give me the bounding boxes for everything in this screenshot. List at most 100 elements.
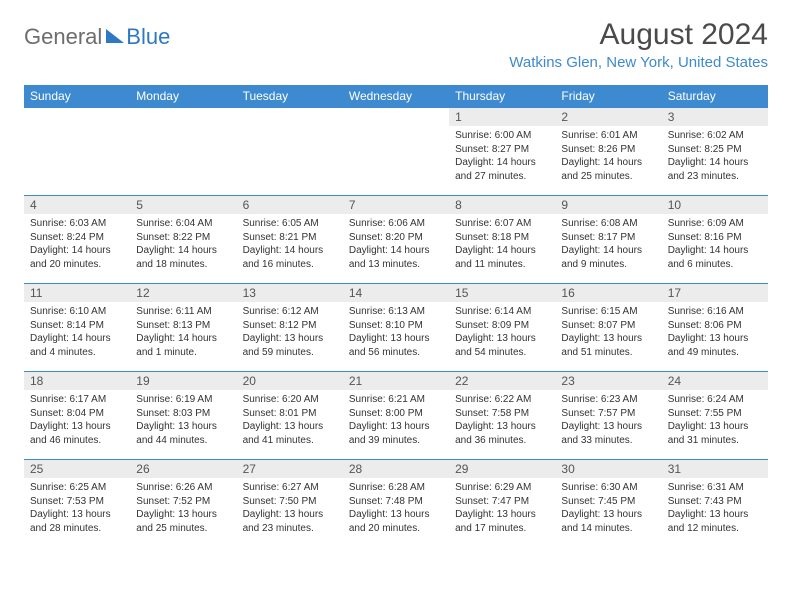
day-body: Sunrise: 6:24 AMSunset: 7:55 PMDaylight:… <box>662 390 768 451</box>
day-body: Sunrise: 6:04 AMSunset: 8:22 PMDaylight:… <box>130 214 236 275</box>
day-number: 10 <box>662 196 768 214</box>
day-header: Tuesday <box>237 85 343 108</box>
daylight-text: Daylight: 13 hours and 39 minutes. <box>349 420 443 447</box>
sunrise-text: Sunrise: 6:05 AM <box>243 217 337 231</box>
day-number: 20 <box>237 372 343 390</box>
day-header: Thursday <box>449 85 555 108</box>
day-cell: 20 Sunrise: 6:20 AMSunset: 8:01 PMDayligh… <box>237 372 343 460</box>
day-cell: 6Sunrise: 6:05 AMSunset: 8:21 PMDaylight… <box>237 196 343 284</box>
day-cell: 8Sunrise: 6:07 AMSunset: 8:18 PMDaylight… <box>449 196 555 284</box>
day-body: Sunrise: 6:26 AMSunset: 7:52 PMDaylight:… <box>130 478 236 539</box>
day-cell: 5Sunrise: 6:04 AMSunset: 8:22 PMDaylight… <box>130 196 236 284</box>
day-cell: 22Sunrise: 6:22 AMSunset: 7:58 PMDayligh… <box>449 372 555 460</box>
daylight-text: Daylight: 13 hours and 12 minutes. <box>668 508 762 535</box>
day-cell <box>24 108 130 196</box>
day-cell: 1Sunrise: 6:00 AMSunset: 8:27 PMDaylight… <box>449 108 555 196</box>
day-body: Sunrise: 6:07 AMSunset: 8:18 PMDaylight:… <box>449 214 555 275</box>
sunset-text: Sunset: 8:25 PM <box>668 143 762 157</box>
day-cell: 24Sunrise: 6:24 AMSunset: 7:55 PMDayligh… <box>662 372 768 460</box>
sunset-text: Sunset: 7:52 PM <box>136 495 230 509</box>
daylight-text: Daylight: 13 hours and 56 minutes. <box>349 332 443 359</box>
day-body: Sunrise: 6:03 AMSunset: 8:24 PMDaylight:… <box>24 214 130 275</box>
day-body: Sunrise: 6:05 AMSunset: 8:21 PMDaylight:… <box>237 214 343 275</box>
day-number: 30 <box>555 460 661 478</box>
day-cell: 18Sunrise: 6:17 AMSunset: 8:04 PMDayligh… <box>24 372 130 460</box>
daylight-text: Daylight: 13 hours and 17 minutes. <box>455 508 549 535</box>
day-number: 19 <box>130 372 236 390</box>
day-body: Sunrise: 6:28 AMSunset: 7:48 PMDaylight:… <box>343 478 449 539</box>
day-body: Sunrise: 6:12 AMSunset: 8:12 PMDaylight:… <box>237 302 343 363</box>
day-body: Sunrise: 6:21 AMSunset: 8:00 PMDaylight:… <box>343 390 449 451</box>
sunset-text: Sunset: 7:50 PM <box>243 495 337 509</box>
daylight-text: Daylight: 14 hours and 23 minutes. <box>668 156 762 183</box>
sunrise-text: Sunrise: 6:04 AM <box>136 217 230 231</box>
sunset-text: Sunset: 8:03 PM <box>136 407 230 421</box>
day-cell: 27Sunrise: 6:27 AMSunset: 7:50 PMDayligh… <box>237 460 343 548</box>
week-row: 1Sunrise: 6:00 AMSunset: 8:27 PMDaylight… <box>24 108 768 196</box>
day-cell: 17Sunrise: 6:16 AMSunset: 8:06 PMDayligh… <box>662 284 768 372</box>
day-cell: 16Sunrise: 6:15 AMSunset: 8:07 PMDayligh… <box>555 284 661 372</box>
day-number: 6 <box>237 196 343 214</box>
sunset-text: Sunset: 8:20 PM <box>349 231 443 245</box>
sunset-text: Sunset: 8:00 PM <box>349 407 443 421</box>
week-row: 11Sunrise: 6:10 AMSunset: 8:14 PMDayligh… <box>24 284 768 372</box>
day-cell: 12Sunrise: 6:11 AMSunset: 8:13 PMDayligh… <box>130 284 236 372</box>
day-header: Saturday <box>662 85 768 108</box>
day-body: Sunrise: 6:00 AMSunset: 8:27 PMDaylight:… <box>449 126 555 187</box>
daylight-text: Daylight: 13 hours and 41 minutes. <box>243 420 337 447</box>
calendar-table: SundayMondayTuesdayWednesdayThursdayFrid… <box>24 85 768 548</box>
sunset-text: Sunset: 7:55 PM <box>668 407 762 421</box>
daylight-text: Daylight: 13 hours and 54 minutes. <box>455 332 549 359</box>
day-cell <box>237 108 343 196</box>
day-body: Sunrise: 6:25 AMSunset: 7:53 PMDaylight:… <box>24 478 130 539</box>
day-number: 7 <box>343 196 449 214</box>
sunset-text: Sunset: 7:48 PM <box>349 495 443 509</box>
location-text: Watkins Glen, New York, United States <box>509 54 768 71</box>
day-number: 11 <box>24 284 130 302</box>
sunset-text: Sunset: 7:58 PM <box>455 407 549 421</box>
daylight-text: Daylight: 13 hours and 25 minutes. <box>136 508 230 535</box>
day-cell: 14Sunrise: 6:13 AMSunset: 8:10 PMDayligh… <box>343 284 449 372</box>
sunrise-text: Sunrise: 6:27 AM <box>243 481 337 495</box>
sunrise-text: Sunrise: 6:20 AM <box>243 393 337 407</box>
daylight-text: Daylight: 14 hours and 4 minutes. <box>30 332 124 359</box>
sunset-text: Sunset: 8:26 PM <box>561 143 655 157</box>
daylight-text: Daylight: 14 hours and 6 minutes. <box>668 244 762 271</box>
day-body: Sunrise: 6:16 AMSunset: 8:06 PMDaylight:… <box>662 302 768 363</box>
day-number: 2 <box>555 108 661 126</box>
sunset-text: Sunset: 8:01 PM <box>243 407 337 421</box>
day-number: 24 <box>662 372 768 390</box>
sunset-text: Sunset: 8:17 PM <box>561 231 655 245</box>
title-block: August 2024 Watkins Glen, New York, Unit… <box>509 18 768 71</box>
daylight-text: Daylight: 13 hours and 49 minutes. <box>668 332 762 359</box>
day-number: 14 <box>343 284 449 302</box>
daylight-text: Daylight: 14 hours and 25 minutes. <box>561 156 655 183</box>
day-number: 23 <box>555 372 661 390</box>
sunset-text: Sunset: 8:24 PM <box>30 231 124 245</box>
day-body: Sunrise: 6:15 AMSunset: 8:07 PMDaylight:… <box>555 302 661 363</box>
day-number: 3 <box>662 108 768 126</box>
sunset-text: Sunset: 8:04 PM <box>30 407 124 421</box>
day-cell: 25Sunrise: 6:25 AMSunset: 7:53 PMDayligh… <box>24 460 130 548</box>
sunrise-text: Sunrise: 6:28 AM <box>349 481 443 495</box>
daylight-text: Daylight: 13 hours and 23 minutes. <box>243 508 337 535</box>
sunset-text: Sunset: 8:22 PM <box>136 231 230 245</box>
daylight-text: Daylight: 13 hours and 36 minutes. <box>455 420 549 447</box>
day-body: Sunrise: 6:09 AMSunset: 8:16 PMDaylight:… <box>662 214 768 275</box>
sunset-text: Sunset: 8:10 PM <box>349 319 443 333</box>
day-cell: 11Sunrise: 6:10 AMSunset: 8:14 PMDayligh… <box>24 284 130 372</box>
day-header: Wednesday <box>343 85 449 108</box>
sunrise-text: Sunrise: 6:06 AM <box>349 217 443 231</box>
daylight-text: Daylight: 14 hours and 1 minute. <box>136 332 230 359</box>
week-row: 4Sunrise: 6:03 AMSunset: 8:24 PMDaylight… <box>24 196 768 284</box>
day-header: Sunday <box>24 85 130 108</box>
day-body: Sunrise: 6:31 AMSunset: 7:43 PMDaylight:… <box>662 478 768 539</box>
sunset-text: Sunset: 8:07 PM <box>561 319 655 333</box>
sunset-text: Sunset: 7:45 PM <box>561 495 655 509</box>
sunrise-text: Sunrise: 6:01 AM <box>561 129 655 143</box>
calendar-body: 1Sunrise: 6:00 AMSunset: 8:27 PMDaylight… <box>24 108 768 548</box>
sunrise-text: Sunrise: 6:21 AM <box>349 393 443 407</box>
day-number: 1 <box>449 108 555 126</box>
daylight-text: Daylight: 14 hours and 20 minutes. <box>30 244 124 271</box>
sunrise-text: Sunrise: 6:14 AM <box>455 305 549 319</box>
